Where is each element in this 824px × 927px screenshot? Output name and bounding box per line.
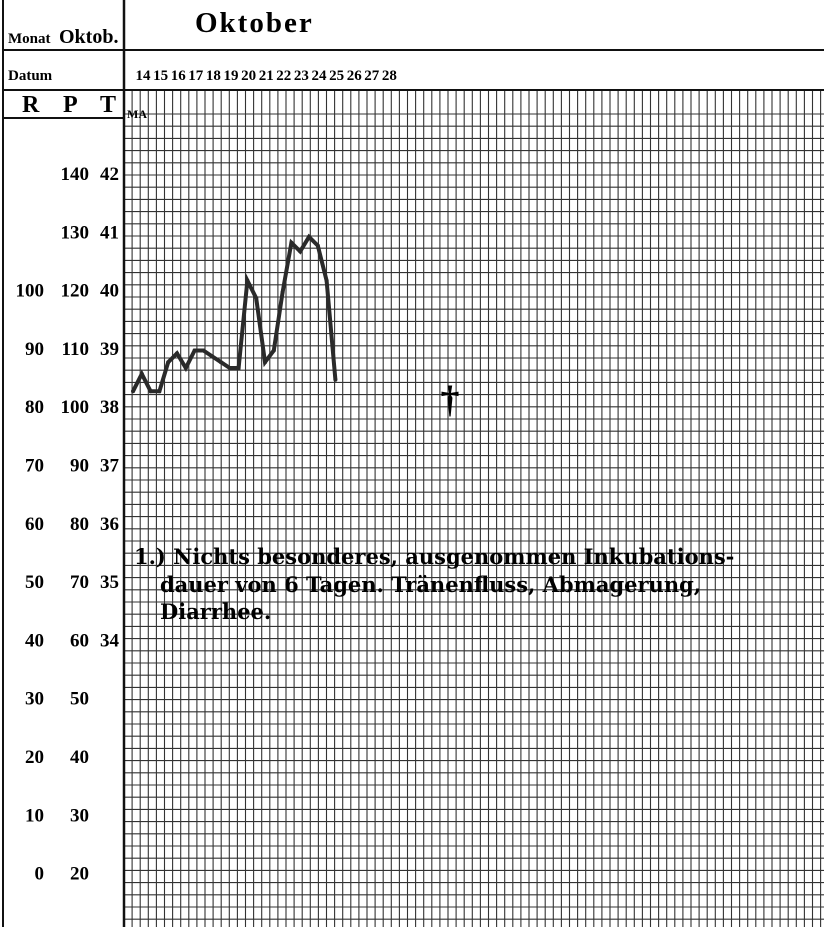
temperature-scale-label: 41 bbox=[100, 222, 119, 243]
temperature-point bbox=[289, 240, 294, 245]
temperature-point bbox=[192, 348, 197, 353]
date-label: 14 bbox=[136, 68, 152, 84]
temperature-point bbox=[166, 360, 171, 365]
respiration-scale-label: 90 bbox=[25, 339, 44, 360]
respiration-scale-label: 10 bbox=[25, 805, 44, 826]
respiration-scale-label: 70 bbox=[25, 456, 44, 477]
temperature-point bbox=[219, 360, 223, 365]
date-label: 20 bbox=[241, 68, 256, 84]
temperature-point bbox=[157, 389, 162, 394]
respiration-scale-label: 20 bbox=[25, 747, 44, 768]
chart-grid bbox=[123, 90, 824, 927]
temperature-point bbox=[315, 243, 320, 248]
temperature-scale-label: 37 bbox=[100, 456, 120, 477]
date-labels: 14 15 16 17 18 19 20 21 22 23 24 25 26 27 28 bbox=[136, 68, 397, 84]
pulse-scale-label: 30 bbox=[70, 805, 89, 826]
temperature-scale-label: 38 bbox=[100, 397, 119, 418]
temperature-point bbox=[280, 290, 285, 295]
monat-label: Monat bbox=[8, 31, 51, 47]
temperature-points bbox=[131, 234, 338, 394]
respiration-scale-label: 60 bbox=[25, 514, 44, 535]
temperature-scale-label: 36 bbox=[100, 514, 119, 535]
temperature-scale-label: 40 bbox=[100, 281, 119, 302]
temperature-series-line bbox=[131, 233, 338, 394]
date-label: 15 bbox=[153, 68, 168, 84]
pulse-scale-label: 100 bbox=[61, 397, 90, 418]
temperature-point bbox=[245, 278, 250, 283]
column-header-p: P bbox=[63, 92, 78, 118]
date-label: 27 bbox=[364, 68, 380, 84]
temperature-point bbox=[183, 366, 188, 370]
temperature-point bbox=[148, 389, 153, 394]
temperature-point bbox=[263, 360, 267, 365]
date-label: 23 bbox=[294, 68, 309, 84]
pulse-scale-label: 130 bbox=[61, 222, 90, 243]
pulse-scale-label: 110 bbox=[62, 339, 89, 360]
note-line-1: 1.) Nichts besonderes, ausgenommen Inkub… bbox=[134, 544, 734, 569]
date-label: 22 bbox=[276, 68, 291, 84]
temperature-point bbox=[139, 371, 144, 376]
temperature-point bbox=[333, 377, 338, 382]
temperature-point bbox=[324, 278, 329, 283]
respiration-scale-label: 100 bbox=[16, 281, 45, 302]
temperature-point bbox=[254, 296, 259, 301]
respiration-scale-label: 50 bbox=[25, 572, 44, 593]
temperature-point bbox=[175, 351, 179, 356]
temperature-point bbox=[131, 389, 135, 394]
temperature-point bbox=[307, 234, 311, 239]
temperature-scale-label: 39 bbox=[100, 339, 119, 360]
date-label: 21 bbox=[259, 68, 274, 84]
pulse-scale-label: 140 bbox=[61, 164, 90, 185]
date-label: 26 bbox=[347, 68, 363, 84]
pulse-scale-label: 70 bbox=[70, 572, 89, 593]
temperature-point bbox=[227, 366, 232, 370]
date-label: 24 bbox=[312, 68, 328, 84]
chart-title: Oktober bbox=[195, 7, 314, 39]
date-label: 28 bbox=[382, 68, 397, 84]
temperature-point bbox=[210, 354, 215, 359]
temperature-point bbox=[271, 348, 276, 353]
temperature-scale-label: 34 bbox=[100, 630, 120, 651]
column-header-r: R bbox=[22, 92, 40, 118]
pulse-scale-label: 120 bbox=[61, 281, 90, 302]
note-line-2: dauer von 6 Tagen. Tränenfluss, Abmageru… bbox=[160, 572, 701, 597]
pulse-scale-label: 60 bbox=[70, 630, 89, 651]
respiration-scale-label: 80 bbox=[25, 397, 44, 418]
pulse-scale-label: 40 bbox=[70, 747, 89, 768]
temperature-scale-label: 35 bbox=[100, 572, 119, 593]
column-header-t: T bbox=[100, 92, 116, 118]
respiration-scale-label: 0 bbox=[35, 864, 45, 885]
date-label: 18 bbox=[206, 68, 221, 84]
temperature-point bbox=[298, 249, 303, 254]
death-cross-marker: † bbox=[441, 379, 460, 421]
respiration-scale-label: 30 bbox=[25, 689, 44, 710]
pulse-scale-label: 80 bbox=[70, 514, 89, 535]
temperature-point bbox=[236, 366, 241, 370]
temperature-scale-label: 42 bbox=[100, 164, 119, 185]
date-label: 17 bbox=[188, 68, 204, 84]
monat-value: Oktob. bbox=[59, 26, 118, 48]
date-label: 19 bbox=[224, 68, 239, 84]
morning-evening-label: MA bbox=[127, 107, 147, 121]
date-label: 16 bbox=[171, 68, 187, 84]
temperature-point bbox=[201, 348, 206, 353]
pulse-scale-label: 20 bbox=[70, 864, 89, 885]
pulse-scale-label: 90 bbox=[70, 456, 89, 477]
pulse-scale-label: 50 bbox=[70, 689, 89, 710]
datum-label: Datum bbox=[8, 68, 53, 84]
note-line-3: Diarrhee. bbox=[160, 599, 271, 624]
date-label: 25 bbox=[329, 68, 344, 84]
respiration-scale-label: 40 bbox=[25, 630, 44, 651]
